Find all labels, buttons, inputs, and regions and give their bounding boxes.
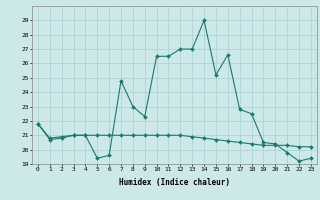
X-axis label: Humidex (Indice chaleur): Humidex (Indice chaleur) — [119, 178, 230, 187]
